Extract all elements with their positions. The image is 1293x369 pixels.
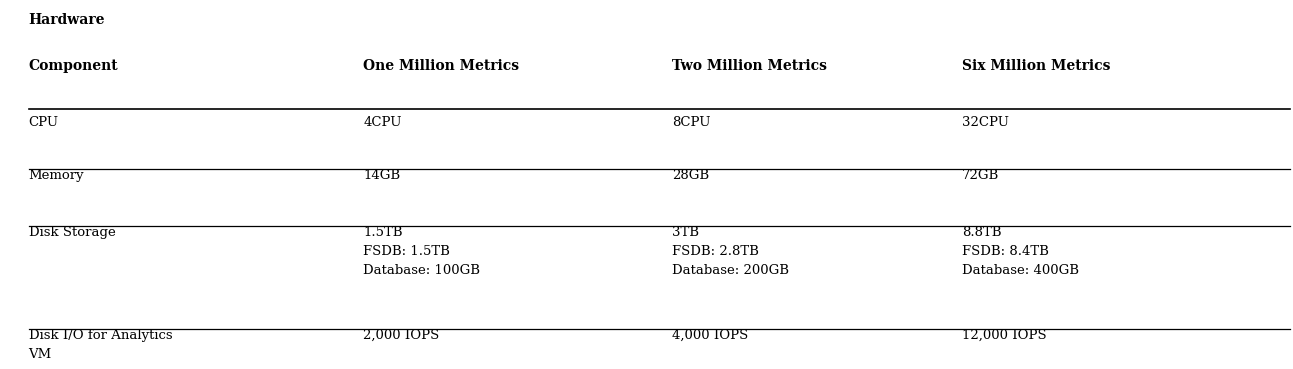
Text: Disk I/O for Analytics
VM: Disk I/O for Analytics VM	[28, 329, 172, 361]
Text: Two Million Metrics: Two Million Metrics	[672, 59, 828, 73]
Text: CPU: CPU	[28, 116, 58, 129]
Text: Disk Storage: Disk Storage	[28, 226, 115, 239]
Text: 28GB: 28GB	[672, 169, 710, 182]
Text: 4CPU: 4CPU	[363, 116, 402, 129]
Text: 2,000 IOPS: 2,000 IOPS	[363, 329, 440, 342]
Text: 12,000 IOPS: 12,000 IOPS	[962, 329, 1046, 342]
Text: 32CPU: 32CPU	[962, 116, 1009, 129]
Text: 4,000 IOPS: 4,000 IOPS	[672, 329, 749, 342]
Text: 72GB: 72GB	[962, 169, 999, 182]
Text: Hardware: Hardware	[28, 13, 105, 27]
Text: Component: Component	[28, 59, 118, 73]
Text: Six Million Metrics: Six Million Metrics	[962, 59, 1111, 73]
Text: 14GB: 14GB	[363, 169, 401, 182]
Text: 8CPU: 8CPU	[672, 116, 711, 129]
Text: Memory: Memory	[28, 169, 84, 182]
Text: One Million Metrics: One Million Metrics	[363, 59, 520, 73]
Text: 8.8TB
FSDB: 8.4TB
Database: 400GB: 8.8TB FSDB: 8.4TB Database: 400GB	[962, 226, 1078, 277]
Text: 1.5TB
FSDB: 1.5TB
Database: 100GB: 1.5TB FSDB: 1.5TB Database: 100GB	[363, 226, 480, 277]
Text: 3TB
FSDB: 2.8TB
Database: 200GB: 3TB FSDB: 2.8TB Database: 200GB	[672, 226, 789, 277]
